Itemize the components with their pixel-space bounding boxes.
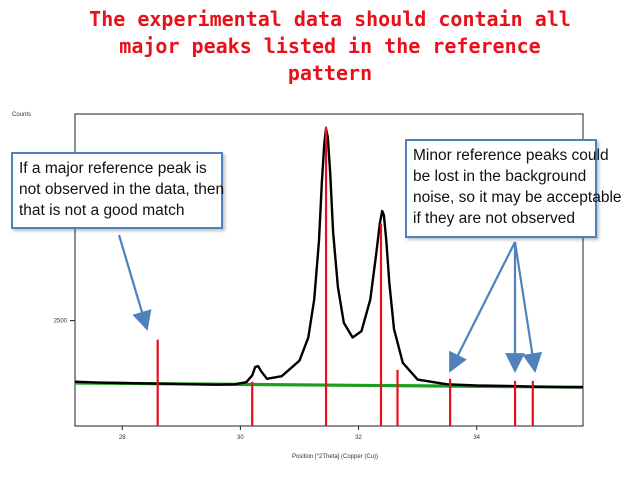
callout-minor-peaks: Minor reference peaks could be lost in t… — [405, 139, 622, 238]
callout-line: If a major reference peak is — [19, 160, 207, 177]
slide-title: The experimental data should contain all… — [60, 6, 600, 87]
callout-arrow-right — [513, 241, 543, 373]
x-axis-label: Position [°2Theta] (Copper (Cu)) — [292, 454, 378, 460]
plot-frame — [74, 113, 584, 427]
experimental-pattern-line — [74, 127, 583, 389]
callout-arrow-left — [117, 234, 152, 331]
reference-peaks — [156, 126, 534, 426]
y-axis-label: Counts — [12, 112, 31, 118]
x-tick-label: 30 — [237, 435, 244, 441]
x-tick-label: 34 — [473, 435, 480, 441]
callout-missing-major-peak: If a major reference peak is not observe… — [11, 152, 225, 229]
callout-line: that is not a good match — [19, 202, 185, 219]
callout-arrow-right — [449, 241, 516, 373]
callout-line: be lost in the background — [413, 168, 587, 185]
y-axis-ticks: 2500 — [54, 319, 75, 325]
x-tick-label: 32 — [355, 435, 362, 441]
x-axis-ticks: 28 30 32 34 — [119, 426, 481, 441]
title-line: The experimental data should contain all — [89, 7, 571, 31]
title-line: major peaks listed in the reference — [119, 34, 541, 58]
callout-line: noise, so it may be acceptable — [413, 189, 622, 206]
title-line: pattern — [287, 61, 373, 85]
y-tick-label: 2500 — [54, 319, 68, 325]
callout-line: Minor reference peaks could — [413, 147, 609, 164]
x-tick-label: 28 — [119, 435, 126, 441]
callout-line: if they are not observed — [413, 210, 575, 227]
callout-line: not observed in the data, then — [19, 181, 225, 198]
